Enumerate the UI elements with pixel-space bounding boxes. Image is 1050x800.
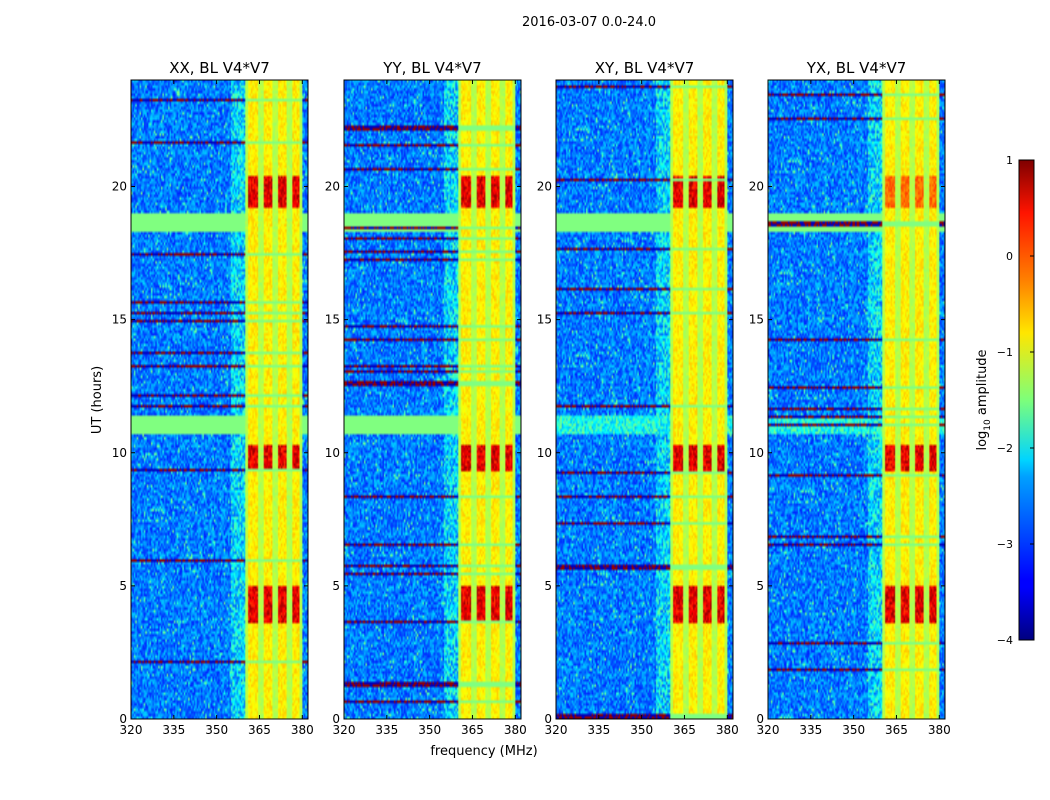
y-tick-label: 0 — [119, 712, 127, 726]
y-tick-label: 20 — [325, 180, 340, 194]
y-tick-label: 5 — [756, 579, 764, 593]
x-tick-label: 350 — [842, 723, 865, 737]
panel-xy: XY, BL V4*V7 320 335 350 365 380 0 5 10 15 20 — [537, 59, 739, 737]
colorbar-label: log10 amplitude — [975, 349, 993, 450]
colorbar-tick-label: −1 — [997, 346, 1013, 359]
x-tick-label: 335 — [162, 723, 185, 737]
y-tick-label: 10 — [749, 446, 764, 460]
x-tick-label: 365 — [248, 723, 271, 737]
panel-yx: YX, BL V4*V7 320 335 350 365 380 0 5 10 15 20 — [749, 59, 951, 737]
x-tick-label: 365 — [885, 723, 908, 737]
y-tick-label: 0 — [544, 712, 552, 726]
x-tick-label: 320 — [120, 723, 143, 737]
colorbar-tick-label: −3 — [997, 538, 1013, 551]
y-tick-label: 20 — [112, 180, 127, 194]
panel-title: XX, BL V4*V7 — [169, 59, 270, 77]
y-tick-label: 15 — [749, 313, 764, 327]
x-tick-label: 350 — [630, 723, 653, 737]
y-axis-label: UT (hours) — [90, 366, 105, 434]
y-tick-label: 0 — [756, 712, 764, 726]
x-tick-label: 320 — [333, 723, 356, 737]
y-tick-label: 5 — [119, 579, 127, 593]
x-tick-label: 335 — [375, 723, 398, 737]
x-tick-label: 365 — [461, 723, 484, 737]
axes-frame — [130, 79, 309, 720]
heatmap — [768, 80, 945, 719]
y-tick-label: 10 — [537, 446, 552, 460]
heatmap — [556, 80, 733, 719]
axes-frame — [767, 79, 946, 720]
x-axis-label: frequency (MHz) — [430, 744, 537, 759]
colorbar-tick-label: 0 — [1006, 250, 1013, 263]
colorbar-ticks: 1 0 −1 −2 −3 −4 — [997, 154, 1034, 647]
x-tick-label: 335 — [799, 723, 822, 737]
x-tick-label: 380 — [291, 723, 314, 737]
x-tick-label: 380 — [928, 723, 951, 737]
x-tick-label: 365 — [673, 723, 696, 737]
x-tick-label: 350 — [418, 723, 441, 737]
colorbar-tick-label: −2 — [997, 442, 1013, 455]
x-tick-label: 380 — [504, 723, 527, 737]
axes-frame — [343, 79, 522, 720]
panel-yy: YY, BL V4*V7 320 335 350 365 380 0 5 10 15 20 — [325, 59, 527, 737]
colorbar-gradient — [1018, 159, 1035, 641]
y-tick-label: 0 — [332, 712, 340, 726]
panel-title: YY, BL V4*V7 — [382, 59, 481, 77]
heatmap — [344, 80, 521, 719]
axes-frame — [555, 79, 734, 720]
x-tick-label: 380 — [716, 723, 739, 737]
x-tick-label: 335 — [587, 723, 610, 737]
figure-suptitle: 2016-03-07 0.0-24.0 — [522, 15, 656, 30]
colorbar-tick-label: 1 — [1006, 154, 1013, 167]
x-tick-label: 320 — [757, 723, 780, 737]
y-tick-label: 15 — [537, 313, 552, 327]
colorbar-tick-label: −4 — [997, 634, 1013, 647]
y-tick-label: 5 — [544, 579, 552, 593]
panel-xx: XX, BL V4*V7 320 335 350 365 380 0 5 10 15 20 — [112, 59, 314, 737]
y-tick-label: 20 — [749, 180, 764, 194]
y-tick-label: 10 — [112, 446, 127, 460]
y-tick-label: 20 — [537, 180, 552, 194]
x-tick-label: 320 — [545, 723, 568, 737]
panel-title: YX, BL V4*V7 — [806, 59, 907, 77]
x-tick-label: 350 — [205, 723, 228, 737]
panel-title: XY, BL V4*V7 — [595, 59, 695, 77]
heatmap — [131, 80, 308, 719]
y-tick-label: 5 — [332, 579, 340, 593]
colorbar: 1 0 −1 −2 −3 −4 log10 amplitude — [975, 154, 1035, 647]
y-tick-label: 15 — [325, 313, 340, 327]
y-tick-label: 10 — [325, 446, 340, 460]
y-tick-label: 15 — [112, 313, 127, 327]
